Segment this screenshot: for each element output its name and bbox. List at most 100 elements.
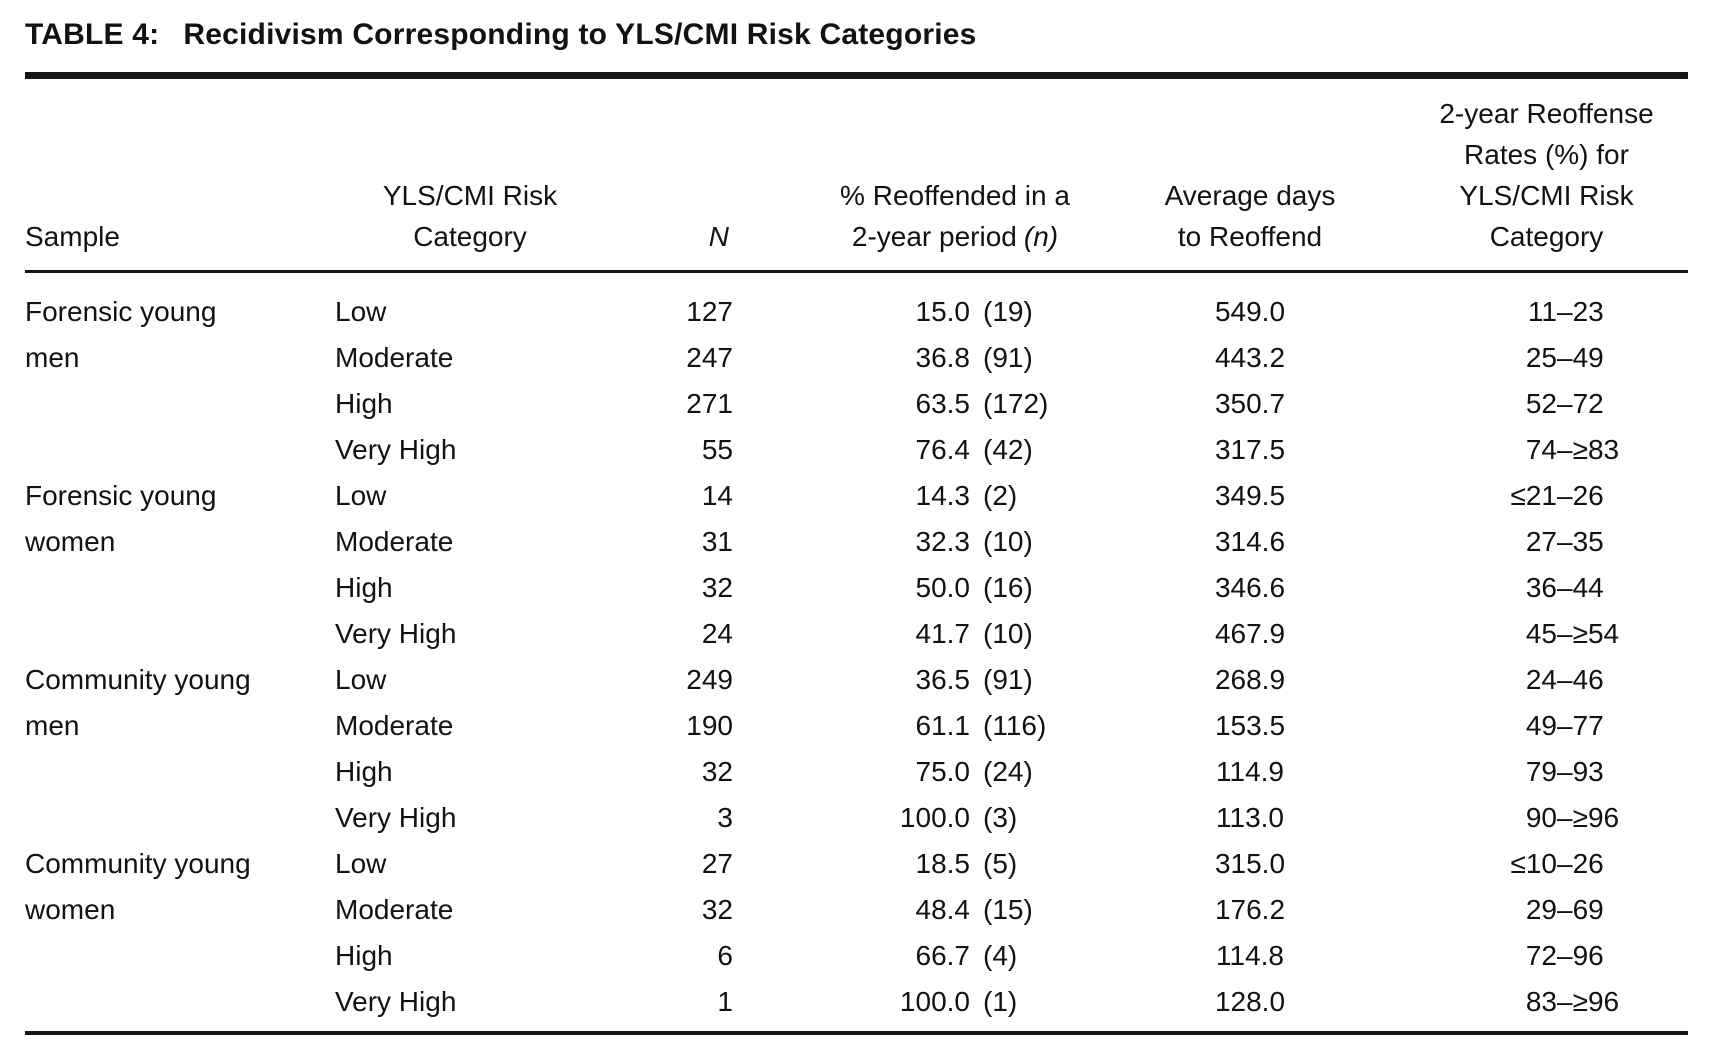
range-high: ≥96 bbox=[1572, 986, 1620, 1017]
n-cell: 31 bbox=[701, 526, 733, 557]
reoffense-range-cell: 83– ≥96 bbox=[1435, 986, 1688, 1018]
risk-category-cell: High bbox=[335, 756, 393, 787]
pct-reoffended-cell: 48.4 (15) bbox=[735, 894, 1085, 926]
avg-days-cell: 153.5 bbox=[1214, 710, 1286, 741]
pct-reoffended-cell: 50.0 (16) bbox=[735, 572, 1085, 604]
risk-category-cell: Moderate bbox=[335, 526, 454, 557]
avg-days-cell: 467.9 bbox=[1214, 618, 1286, 649]
n-cell: 14 bbox=[701, 480, 733, 511]
reoffense-range-cell: 45– ≥54 bbox=[1435, 618, 1688, 650]
range-dash: – bbox=[1557, 894, 1573, 925]
risk-category-cell: Low bbox=[335, 848, 387, 879]
sample-label: men bbox=[25, 342, 80, 373]
pct-count: (24) bbox=[983, 756, 1033, 787]
range-dash: – bbox=[1557, 434, 1573, 465]
pct-value: 41.7 bbox=[915, 618, 971, 649]
header-line: % Reoffended in a bbox=[840, 180, 1070, 211]
n-cell: 27 bbox=[701, 848, 733, 879]
range-dash: – bbox=[1557, 296, 1573, 327]
sample-label: Community young bbox=[25, 664, 251, 695]
pct-reoffended-cell: 36.8 (91) bbox=[735, 342, 1085, 374]
risk-category-cell: High bbox=[335, 388, 393, 419]
pct-count: (5) bbox=[983, 848, 1018, 879]
table-row: Forensic young Low 127 15.0 (19) 549.0 11… bbox=[25, 289, 1688, 335]
n-cell: 127 bbox=[686, 296, 733, 327]
table-row: High 32 50.0 (16) 346.6 36–44 bbox=[25, 565, 1688, 611]
n-cell: 190 bbox=[686, 710, 733, 741]
avg-days-cell: 268.9 bbox=[1214, 664, 1286, 695]
header-line: YLS/CMI Risk bbox=[382, 180, 558, 211]
range-high: 96 bbox=[1572, 940, 1604, 971]
pct-reoffended-cell: 63.5 (172) bbox=[735, 388, 1085, 420]
risk-category-cell: Very High bbox=[335, 618, 457, 649]
pct-reoffended-cell: 100.0 (1) bbox=[735, 986, 1085, 1018]
n-cell: 3 bbox=[717, 802, 733, 833]
reoffense-range-cell: 72–96 bbox=[1435, 940, 1688, 972]
risk-category-cell: Moderate bbox=[335, 342, 454, 373]
table-title-text: Recidivism Corresponding to YLS/CMI Risk… bbox=[183, 18, 977, 51]
range-high: 35 bbox=[1572, 526, 1604, 557]
pct-value: 48.4 bbox=[915, 894, 971, 925]
range-low: 24 bbox=[1525, 664, 1557, 695]
range-high: 23 bbox=[1572, 296, 1604, 327]
table-row: High 6 66.7 (4) 114.8 72–96 bbox=[25, 933, 1688, 979]
sample-label: Forensic young bbox=[25, 296, 217, 327]
header-line: Rates (%) for bbox=[1464, 139, 1629, 170]
pct-value: 18.5 bbox=[915, 848, 971, 879]
table-number-label: TABLE 4: bbox=[25, 18, 160, 51]
reoffense-range-cell: 29–69 bbox=[1435, 894, 1688, 926]
col-header-n: N bbox=[708, 221, 729, 252]
range-low: 72 bbox=[1525, 940, 1557, 971]
pct-value: 50.0 bbox=[915, 572, 971, 603]
range-dash: – bbox=[1557, 526, 1573, 557]
avg-days-cell: 128.0 bbox=[1214, 986, 1286, 1017]
n-cell: 32 bbox=[701, 756, 733, 787]
header-line-text: 2-year period bbox=[851, 221, 1017, 252]
table-row: High 32 75.0 (24) 114.9 79–93 bbox=[25, 749, 1688, 795]
pct-value: 100.0 bbox=[899, 802, 970, 833]
range-low: 11 bbox=[1527, 296, 1557, 327]
range-low: ≤10 bbox=[1510, 848, 1557, 879]
sample-label: women bbox=[25, 894, 116, 925]
range-low: 29 bbox=[1525, 894, 1557, 925]
header-line: YLS/CMI Risk bbox=[1459, 180, 1634, 211]
n-cell: 6 bbox=[717, 940, 733, 971]
pct-count: (42) bbox=[983, 434, 1033, 465]
pct-count: (15) bbox=[983, 894, 1033, 925]
avg-days-cell: 114.9 bbox=[1216, 756, 1284, 787]
risk-category-cell: High bbox=[335, 572, 393, 603]
pct-reoffended-cell: 15.0 (19) bbox=[735, 296, 1085, 328]
pct-value: 75.0 bbox=[915, 756, 971, 787]
range-high: ≥96 bbox=[1572, 802, 1620, 833]
avg-days-cell: 315.0 bbox=[1214, 848, 1286, 879]
sample-label: Community young bbox=[25, 848, 251, 879]
table-row: men Moderate 190 61.1 (116) 153.5 49–77 bbox=[25, 703, 1688, 749]
n-cell: 32 bbox=[701, 572, 733, 603]
pct-reoffended-cell: 41.7 (10) bbox=[735, 618, 1085, 650]
pct-reoffended-cell: 66.7 (4) bbox=[735, 940, 1085, 972]
pct-value: 61.1 bbox=[915, 710, 971, 741]
n-cell: 1 bbox=[717, 986, 733, 1017]
pct-count: (1) bbox=[983, 986, 1018, 1017]
col-header-reoffense-rates: 2-year Reoffense Rates (%) for YLS/CMI R… bbox=[1435, 93, 1688, 257]
risk-category-cell: Very High bbox=[335, 986, 457, 1017]
range-dash: – bbox=[1557, 480, 1573, 511]
table-header-row: Sample YLS/CMI Risk Category N % Reoffen… bbox=[25, 79, 1688, 270]
pct-reoffended-cell: 100.0 (3) bbox=[735, 802, 1085, 834]
pct-reoffended-cell: 14.3 (2) bbox=[735, 480, 1085, 512]
range-dash: – bbox=[1557, 618, 1573, 649]
table-row: men Moderate 247 36.8 (91) 443.2 25–49 bbox=[25, 335, 1688, 381]
risk-category-cell: Very High bbox=[335, 434, 457, 465]
header-n-symbol: (n) bbox=[1023, 221, 1059, 252]
range-high: 44 bbox=[1572, 572, 1604, 603]
range-high: 69 bbox=[1572, 894, 1604, 925]
header-line: Average days bbox=[1164, 180, 1336, 211]
range-high: 49 bbox=[1572, 342, 1604, 373]
avg-days-cell: 317.5 bbox=[1214, 434, 1286, 465]
col-header-pct-reoffended: % Reoffended in a 2-year period (n) bbox=[735, 175, 1085, 257]
n-cell: 55 bbox=[701, 434, 733, 465]
reoffense-range-cell: ≤10–26 bbox=[1435, 848, 1688, 880]
reoffense-range-cell: 25–49 bbox=[1435, 342, 1688, 374]
range-high: 72 bbox=[1572, 388, 1604, 419]
pct-value: 32.3 bbox=[915, 526, 971, 557]
